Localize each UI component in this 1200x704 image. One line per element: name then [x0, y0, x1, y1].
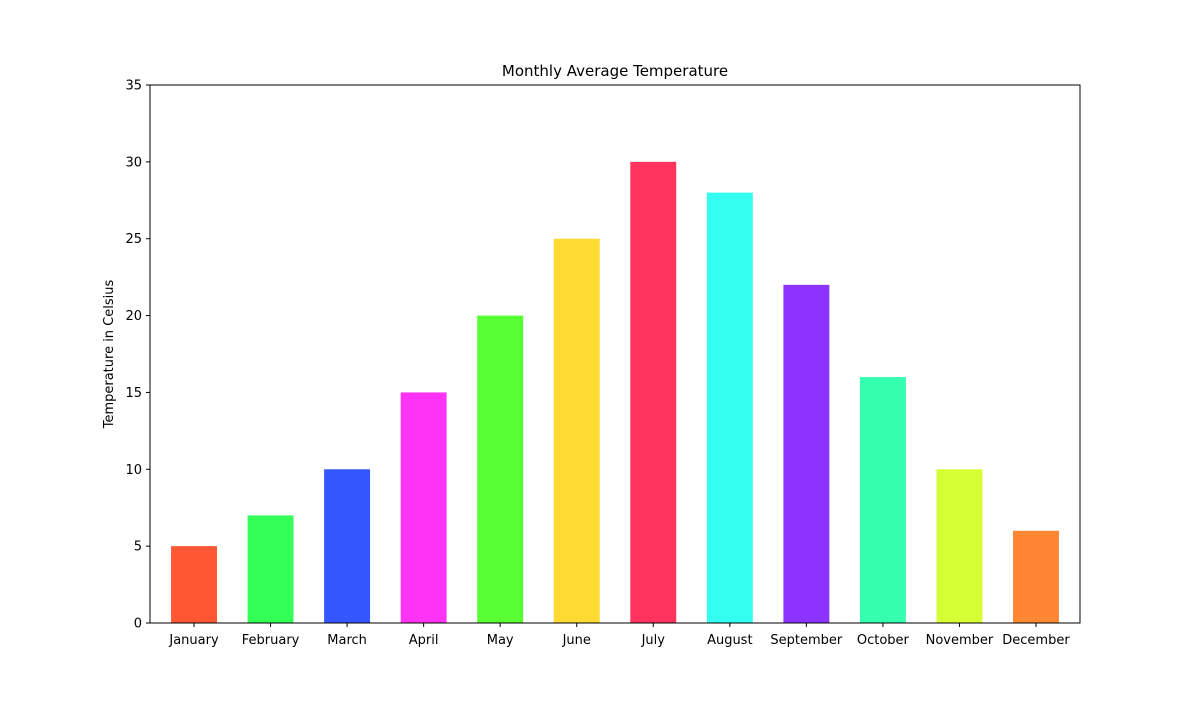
- bar-august: [706, 192, 753, 623]
- bar-march: [324, 469, 371, 623]
- plot-area-frame: [149, 84, 1081, 624]
- y-tick-label: 10: [125, 463, 142, 478]
- bar-december: [1013, 530, 1059, 623]
- x-tick-label-november: November: [926, 633, 994, 648]
- x-tick-label-april: April: [409, 633, 439, 648]
- y-tick-label: 5: [134, 540, 142, 555]
- y-axis-ticks: 0 5 10 15 20 25 30 35: [125, 79, 150, 632]
- x-tick-label-september: September: [770, 633, 843, 648]
- y-tick-label: 20: [125, 309, 142, 324]
- y-tick-label: 25: [125, 232, 142, 247]
- x-tick-label-january: January: [168, 633, 219, 648]
- bar-october: [859, 377, 906, 623]
- y-tick-label: 0: [134, 617, 142, 632]
- x-tick-label-june: June: [562, 633, 591, 648]
- x-tick-label-may: May: [487, 633, 514, 648]
- y-tick-label: 30: [125, 155, 142, 170]
- x-tick-label-july: July: [641, 633, 666, 648]
- y-tick-label: 15: [125, 386, 142, 401]
- x-tick-label-august: August: [707, 633, 753, 648]
- bar-may: [477, 315, 524, 623]
- x-tick-label-february: February: [242, 633, 300, 648]
- x-tick-label-october: October: [857, 633, 910, 648]
- y-axis-label: Temperature in Celsius: [102, 280, 117, 430]
- bar-february: [247, 515, 294, 623]
- bar-january: [171, 546, 217, 623]
- x-axis-ticks: January February March April May June July Augu…: [168, 623, 1070, 648]
- x-tick-label-march: March: [327, 633, 367, 648]
- bar-june: [553, 238, 600, 623]
- bars-group: [171, 161, 1059, 623]
- chart-title: Monthly Average Temperature: [502, 62, 728, 80]
- bar-november: [936, 469, 983, 623]
- y-tick-label: 35: [125, 79, 142, 94]
- x-tick-label-december: December: [1002, 633, 1070, 648]
- bar-september: [783, 284, 830, 623]
- bar-april: [400, 392, 447, 623]
- bar-july: [630, 161, 677, 623]
